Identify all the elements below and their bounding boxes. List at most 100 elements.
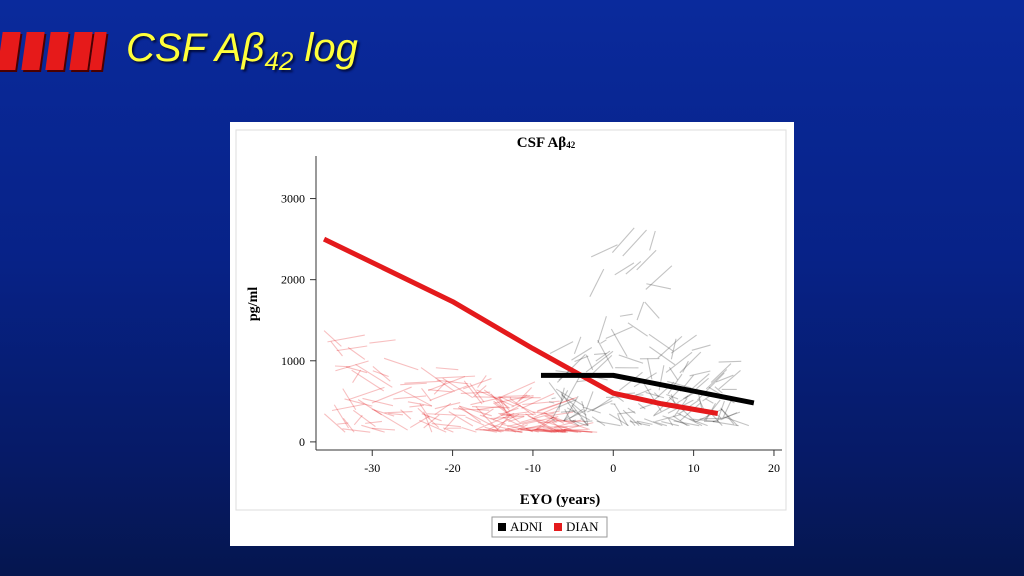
dian-trajectory [461, 426, 477, 433]
adni-trajectory [720, 412, 738, 421]
adni-trajectory [570, 419, 577, 422]
adni-trajectory [595, 350, 611, 362]
dian-trajectory [511, 425, 546, 431]
dian-trajectory [488, 413, 520, 431]
adni-trajectory [608, 413, 629, 427]
dian-trajectory [331, 403, 365, 412]
adni-trajectory [712, 421, 739, 427]
dian-trajectory [499, 395, 536, 414]
dian-trajectory [409, 415, 430, 429]
dian-trajectory [352, 369, 362, 383]
dian-trajectory [393, 395, 427, 400]
adni-trajectory [699, 417, 722, 420]
dian-trajectory [357, 399, 382, 416]
adni-trajectory [697, 372, 725, 401]
dian-trajectory [365, 420, 382, 424]
adni-trajectory [653, 421, 668, 427]
adni-trajectory [568, 419, 580, 427]
dian-trajectory [469, 383, 485, 403]
adni-trajectory [617, 414, 623, 426]
dian-trajectory [323, 413, 346, 433]
dian-trajectory [373, 409, 408, 431]
adni-trajectory [636, 301, 645, 321]
dian-trajectory [369, 339, 396, 344]
dian-trajectory [403, 390, 433, 407]
dian-trajectory [434, 402, 452, 416]
dian-trajectory [463, 380, 483, 405]
dian-trajectory [525, 427, 567, 432]
adni-trajectory [629, 420, 651, 427]
dian-trajectory [428, 389, 453, 393]
dian-trajectory [535, 416, 554, 431]
adni-trajectory [581, 400, 589, 426]
dian-trajectory [499, 381, 536, 399]
dian-trajectory [511, 396, 534, 408]
dian-trajectory [520, 412, 555, 423]
adni-trajectory [648, 333, 674, 352]
adni-trajectory [566, 407, 590, 421]
dian-trajectory [337, 422, 349, 425]
dian-trajectory [361, 424, 385, 433]
dian-trajectory [543, 429, 563, 433]
adni-trajectory [682, 360, 689, 373]
adni-trajectory [636, 249, 657, 271]
dian-trajectory [371, 427, 395, 431]
dian-trajectory [522, 400, 560, 406]
adni-trajectory [610, 328, 628, 357]
dian-trajectory [536, 427, 553, 433]
dian-trajectory [384, 411, 413, 414]
dian-trajectory [501, 423, 533, 432]
adni-trajectory [705, 369, 728, 390]
series-line-adni [540, 372, 755, 406]
dian-trajectory [522, 416, 559, 425]
adni-trajectory [667, 380, 692, 389]
adni-trajectory [591, 396, 614, 412]
x-tick-label: 20 [768, 461, 780, 475]
dian-trajectory [501, 411, 529, 417]
legend-swatch-dian [554, 523, 562, 531]
dian-trajectory [431, 422, 462, 428]
dian-trajectory [564, 429, 593, 433]
dian-trajectory [520, 424, 542, 431]
dian-trajectory [521, 392, 555, 409]
legend-label-dian: DIAN [566, 519, 599, 534]
adni-trajectory [585, 354, 594, 371]
adni-trajectory [649, 346, 676, 366]
dian-trajectory [499, 407, 519, 415]
dian-trajectory [419, 419, 447, 433]
adni-trajectory [550, 417, 556, 422]
adni-trajectory [712, 411, 741, 423]
dian-trajectory [503, 394, 530, 397]
adni-trajectory [718, 360, 742, 363]
dian-trajectory [507, 419, 536, 428]
adni-trajectory [710, 363, 732, 383]
adni-trajectory [691, 344, 711, 351]
dian-trajectory [334, 365, 351, 368]
adni-trajectory [666, 393, 679, 400]
dian-trajectory [552, 421, 567, 433]
dian-trajectory [563, 429, 593, 433]
dian-trajectory [563, 422, 594, 431]
adni-trajectory [689, 418, 708, 427]
dian-trajectory [493, 400, 512, 416]
dian-trajectory [427, 375, 466, 392]
dian-trajectory [404, 380, 441, 384]
adni-trajectory [645, 265, 673, 290]
dian-trajectory [554, 429, 565, 433]
dian-trajectory [476, 389, 515, 407]
dian-trajectory [448, 411, 474, 427]
adni-trajectory [589, 354, 613, 377]
adni-trajectory [622, 229, 647, 257]
dian-trajectory [550, 429, 582, 433]
adni-trajectory [585, 350, 614, 373]
dian-trajectory [525, 413, 560, 433]
dian-trajectory [492, 429, 523, 433]
adni-trajectory [549, 341, 574, 354]
adni-trajectory [558, 399, 577, 408]
adni-trajectory [668, 366, 679, 381]
adni-trajectory [721, 408, 738, 427]
dian-trajectory [333, 404, 350, 429]
dian-trajectory [479, 429, 504, 432]
adni-trajectory [662, 415, 690, 427]
dian-trajectory [400, 409, 412, 420]
